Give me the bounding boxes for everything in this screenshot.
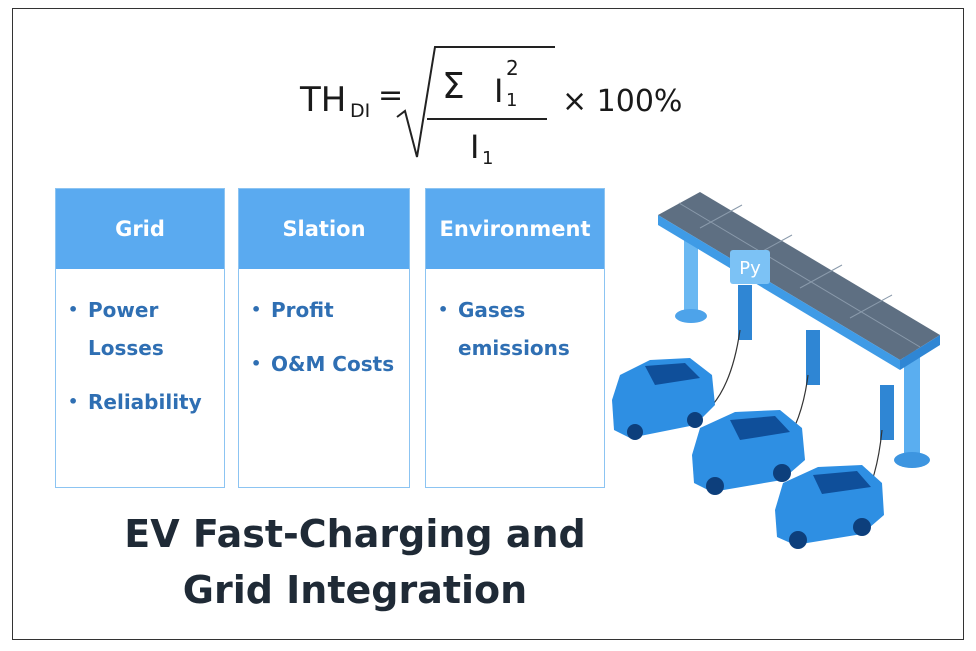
pillar [904, 350, 920, 460]
solar-panel [658, 192, 940, 360]
formula-num-sup: 2 [506, 56, 519, 80]
card-header: Grid [56, 189, 224, 269]
formula-lhs-sub: DI [350, 100, 370, 122]
bullet-list: Profit O&M Costs [239, 269, 409, 383]
formula-tail: × 100% [562, 84, 682, 119]
card-header: Slation [239, 189, 409, 269]
pillar [684, 240, 698, 315]
formula-den-sub: 1 [482, 148, 493, 169]
card: Slation Profit O&M Costs [238, 188, 410, 488]
bullet-list: Gases emissions [426, 269, 604, 367]
bullet-list: Power Losses Reliability [56, 269, 224, 421]
card: Environment Gases emissions [425, 188, 605, 488]
bullet-item: Gases emissions [436, 291, 598, 367]
formula-den-var: I [470, 128, 479, 166]
card-header: Environment [426, 189, 604, 269]
pillar-base [675, 309, 707, 323]
card: Grid Power Losses Reliability [55, 188, 225, 488]
formula-num-sub: 1 [506, 90, 517, 111]
bullet-item: O&M Costs [249, 345, 403, 383]
page: TH DI = Σ I 2 1 I 1 × 100% GridPower Los… [0, 0, 976, 651]
bullet-item: Power Losses [66, 291, 218, 367]
charging-illustration: Py [600, 170, 970, 560]
car [612, 358, 715, 440]
pillar-base [894, 452, 930, 468]
illustration-label: Py [739, 258, 761, 279]
formula-lhs: TH [300, 80, 346, 120]
bullet-item: Profit [249, 291, 403, 329]
bullet-item: Reliability [66, 383, 218, 421]
formula-num-var: I [494, 72, 503, 110]
title-line: EV Fast-Charging and [55, 512, 655, 556]
car [775, 465, 884, 549]
formula-sum: Σ [442, 66, 465, 107]
panel-grid [679, 203, 920, 347]
title-line: Grid Integration [55, 568, 655, 612]
